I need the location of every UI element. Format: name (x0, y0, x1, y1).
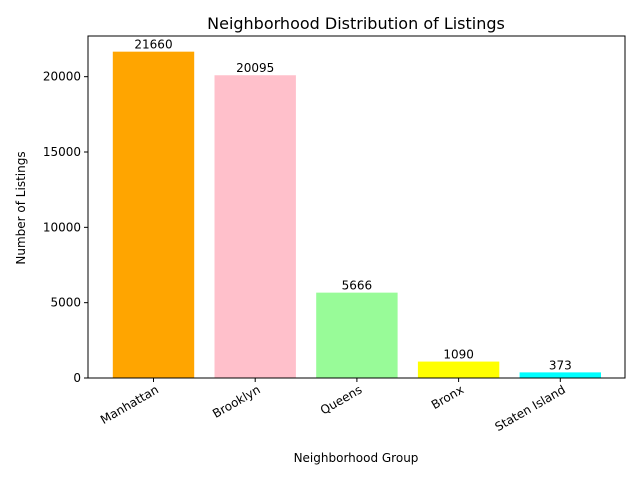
y-axis: 0 5000 10000 15000 20000 (43, 70, 88, 385)
y-tick-label: 10000 (43, 220, 81, 234)
y-axis-label: Number of Listings (14, 151, 28, 264)
y-tick-label: 20000 (43, 70, 81, 84)
x-axis: Manhattan Brooklyn Queens Bronx Staten Islan… (98, 378, 568, 434)
bar-bronx (417, 361, 500, 378)
bar-queens (316, 292, 398, 378)
data-label: 21660 (134, 38, 172, 52)
y-tick-label: 15000 (43, 145, 81, 159)
data-label: 5666 (342, 279, 373, 293)
x-tick-label: Manhattan (98, 382, 161, 426)
bar-brooklyn (214, 75, 296, 379)
y-tick-label: 0 (73, 371, 81, 385)
plot-frame (87, 35, 626, 379)
bars-group (112, 51, 601, 379)
y-tick-label: 5000 (50, 296, 81, 310)
x-tick-label: Brooklyn (210, 382, 263, 420)
data-label: 20095 (236, 61, 274, 75)
x-tick-label: Queens (318, 382, 365, 417)
x-tick-label: Bronx (429, 382, 466, 412)
chart-title: Neighborhood Distribution of Listings (207, 14, 505, 33)
bar-staten-island (519, 372, 601, 378)
data-labels-group: 21660 20095 5666 1090 373 (134, 38, 571, 373)
bar-manhattan (112, 51, 195, 378)
data-label: 1090 (443, 348, 474, 362)
x-axis-label: Neighborhood Group (294, 451, 419, 465)
data-label: 373 (549, 358, 572, 372)
x-tick-label: Staten Island (492, 382, 567, 434)
